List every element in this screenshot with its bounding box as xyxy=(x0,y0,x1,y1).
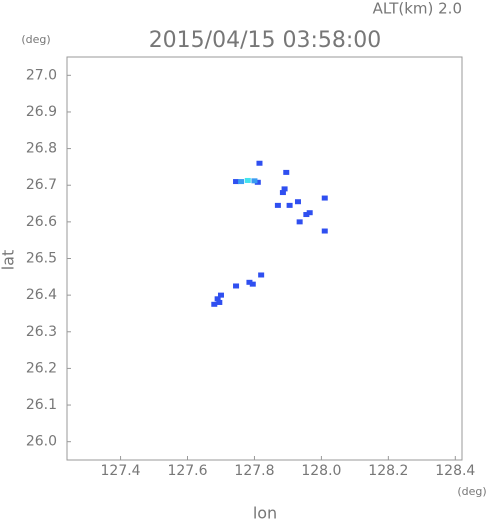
echo-point xyxy=(281,186,288,192)
echo-point xyxy=(233,179,240,185)
echo-point xyxy=(303,212,310,218)
echo-point xyxy=(306,210,313,216)
echo-point xyxy=(294,199,301,205)
echo-point xyxy=(251,178,258,184)
x-axis-label: lon xyxy=(253,504,277,522)
x-unit: (deg) xyxy=(457,485,486,498)
echo-point xyxy=(256,160,263,166)
y-unit: (deg) xyxy=(21,33,50,46)
echo-point xyxy=(249,281,256,287)
echo-point xyxy=(296,219,303,225)
echo-point xyxy=(286,202,293,208)
y-tick-label: 26.4 xyxy=(26,287,57,303)
echo-point xyxy=(238,179,245,185)
y-tick-label: 26.3 xyxy=(26,324,57,340)
y-tick-label: 26.1 xyxy=(26,397,57,413)
altitude: ALT(km) 2.0 xyxy=(373,0,462,18)
echo-point xyxy=(246,279,253,285)
y-axis-label: lat xyxy=(0,250,18,271)
echo-point xyxy=(274,202,281,208)
echo-point xyxy=(254,179,261,185)
y-tick-label: 26.9 xyxy=(26,104,57,120)
y-tick-label: 26.7 xyxy=(26,177,57,193)
y-tick-label: 27.0 xyxy=(26,67,57,83)
echo-point xyxy=(321,228,328,234)
chart-title: 2015/04/15 03:58:00 xyxy=(149,28,382,53)
echo-point xyxy=(244,177,251,183)
x-tick-label: 128.0 xyxy=(301,463,341,479)
y-tick-label: 26.5 xyxy=(26,251,57,267)
x-tick-label: 127.4 xyxy=(101,463,141,479)
echo-point xyxy=(258,272,265,278)
x-tick-label: 127.6 xyxy=(167,463,207,479)
y-tick-label: 26.6 xyxy=(26,214,57,230)
x-tick-label: 128.4 xyxy=(435,463,475,479)
echo-point xyxy=(283,169,290,175)
echo-point xyxy=(279,190,286,196)
y-tick-label: 26.0 xyxy=(26,434,57,450)
x-tick-label: 128.2 xyxy=(368,463,408,479)
plot-frame xyxy=(66,56,463,461)
echo-point xyxy=(233,283,240,289)
echo-point xyxy=(214,296,221,302)
x-tick-label: 127.8 xyxy=(234,463,274,479)
echo-point xyxy=(216,299,223,305)
echo-point xyxy=(217,292,224,298)
echo-point xyxy=(321,195,328,201)
echo-point xyxy=(211,301,218,307)
y-tick-label: 26.8 xyxy=(26,141,57,157)
y-tick-label: 26.2 xyxy=(26,360,57,376)
